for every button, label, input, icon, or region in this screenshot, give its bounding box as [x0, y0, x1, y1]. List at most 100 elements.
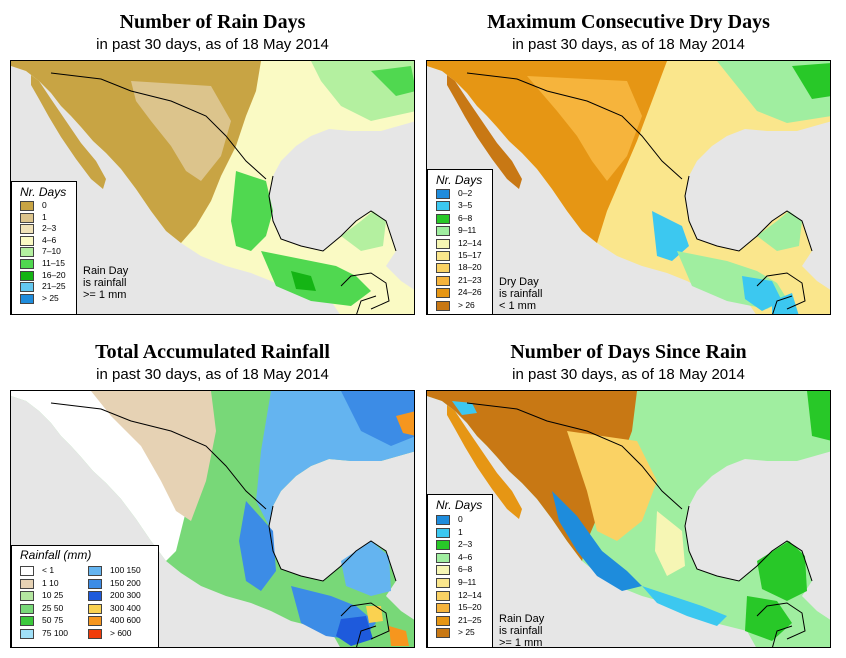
map-canvas — [427, 391, 830, 647]
legend-days-since-rain: Nr. Days 0 1 2–3 4–6 6–8 9–11 12–14 15–20 21–25 >… — [427, 494, 493, 647]
map-days-since-rain: Nr. Days 0 1 2–3 4–6 6–8 9–11 12–14 15–20 21–25 >… — [426, 390, 831, 648]
panel-title: Total Accumulated Rainfall — [95, 341, 330, 363]
legend-label: 12–14 — [458, 589, 482, 600]
legend-swatch — [20, 259, 34, 269]
legend-label: 16–20 — [42, 269, 66, 280]
legend-label: 0 — [458, 514, 463, 524]
legend-label: 150 200 — [110, 577, 141, 588]
legend-label: 6–8 — [458, 564, 473, 575]
legend-label: > 26 — [458, 299, 475, 310]
legend-total-rainfall: Rainfall (mm) < 1 1 10 10 25 25 50 50 75 75 1… — [11, 545, 159, 647]
country-borders — [50, 72, 390, 314]
legend-title: Nr. Days — [436, 498, 483, 512]
legend-label: 2–3 — [458, 539, 473, 550]
legend-swatch — [88, 603, 102, 614]
legend-swatch — [436, 628, 450, 639]
legend-label: 21–23 — [458, 274, 482, 285]
legend-swatch — [436, 213, 450, 224]
legend-label: 9–11 — [458, 577, 477, 587]
map-canvas — [11, 61, 414, 314]
legend-swatch — [436, 565, 450, 576]
legend-swatch — [436, 288, 450, 299]
note-rain-days: Rain Day is rainfall >= 1 mm — [83, 265, 128, 301]
legend-swatch — [88, 578, 102, 589]
legend-swatch — [436, 590, 450, 601]
legend-label: 75 100 — [42, 628, 68, 638]
land-mass — [427, 391, 830, 647]
note-line: >= 1 mm — [83, 289, 127, 301]
panel-subtitle: in past 30 days, as of 18 May 2014 — [96, 366, 329, 383]
map-max-dry-days: Nr. Days 0–2 3–5 6–8 9–11 12–14 15–17 18–20 21–… — [426, 60, 831, 315]
legend-label: 1 10 — [42, 577, 59, 588]
legend-swatch — [436, 275, 450, 286]
legend-label: 10 25 — [42, 590, 64, 601]
legend-max-dry-days: Nr. Days 0–2 3–5 6–8 9–11 12–14 15–17 18–20 21–… — [427, 169, 493, 314]
legend-label: 50 75 — [42, 615, 64, 626]
legend-swatch — [20, 603, 34, 614]
legend-swatch — [20, 293, 34, 304]
legend-swatch — [436, 238, 450, 249]
legend-label: 0 — [42, 200, 47, 210]
legend-label: 9–11 — [458, 225, 477, 236]
legend-label: 4–6 — [42, 234, 57, 245]
legend-swatch — [88, 629, 102, 639]
legend-label: 1 — [42, 211, 47, 222]
legend-label: 2–3 — [42, 223, 57, 234]
legend-swatch — [436, 578, 450, 588]
legend-swatch — [20, 212, 34, 223]
legend-label: 24–26 — [458, 287, 482, 298]
legend-label: 21–25 — [458, 614, 482, 625]
legend-swatch — [436, 263, 450, 274]
legend-label: < 1 — [42, 565, 55, 575]
land-mass — [11, 61, 414, 314]
panel-subtitle: in past 30 days, as of 18 May 2014 — [512, 36, 745, 53]
map-total-rainfall: Rainfall (mm) < 1 1 10 10 25 25 50 50 75 75 1… — [10, 390, 415, 648]
legend-label: 12–14 — [458, 237, 482, 248]
map-canvas — [11, 391, 414, 647]
legend-swatch — [20, 616, 34, 627]
note-line: < 1 mm — [499, 300, 536, 312]
legend-swatch — [436, 189, 450, 199]
legend-label: 200 300 — [110, 590, 141, 601]
legend-label: 6–8 — [458, 212, 473, 223]
panel-title: Number of Rain Days — [119, 11, 306, 33]
note-line: Dry Day — [499, 276, 539, 288]
legend-swatch — [20, 566, 34, 576]
legend-label: 0–2 — [458, 188, 473, 198]
legend-label: > 600 — [110, 628, 132, 638]
panel-days-since-rain: Number of Days Since Rain in past 30 day… — [426, 340, 831, 648]
legend-label: 11–15 — [42, 258, 66, 268]
coastline — [268, 505, 397, 582]
legend-swatch — [20, 591, 34, 602]
legend-title: Nr. Days — [436, 173, 483, 187]
legend-swatch — [436, 603, 450, 614]
panel-title: Number of Days Since Rain — [510, 341, 747, 363]
land-mass — [11, 391, 414, 647]
panel-max-dry-days: Maximum Consecutive Dry Days in past 30 … — [426, 10, 831, 315]
legend-swatch — [436, 527, 450, 538]
coastline — [268, 175, 397, 252]
legend-label: 3–5 — [458, 200, 473, 211]
note-line: Rain Day — [499, 613, 545, 625]
legend-label: 15–17 — [458, 250, 482, 260]
legend-swatch — [436, 251, 450, 261]
legend-swatch — [436, 615, 450, 626]
country-borders — [466, 402, 806, 647]
legend-label: 25 50 — [42, 602, 64, 613]
coastline — [684, 175, 813, 252]
note-max-dry-days: Dry Day is rainfall < 1 mm — [499, 276, 542, 312]
panel-subtitle: in past 30 days, as of 18 May 2014 — [512, 366, 745, 383]
legend-swatch — [88, 616, 102, 627]
legend-title: Nr. Days — [20, 185, 67, 199]
legend-label: 21–25 — [42, 281, 66, 292]
legend-swatch — [20, 224, 34, 235]
legend-swatch — [20, 201, 34, 211]
legend-label: 1 — [458, 526, 463, 537]
legend-swatch — [88, 591, 102, 602]
legend-swatch — [20, 578, 34, 589]
legend-label: 15–20 — [458, 602, 482, 613]
legend-swatch — [20, 270, 34, 281]
note-line: >= 1 mm — [499, 637, 543, 648]
map-rain-days: Nr. Days 0 1 2–3 4–6 7–10 11–15 16–20 21–25 > 25… — [10, 60, 415, 315]
panel-subtitle: in past 30 days, as of 18 May 2014 — [96, 36, 329, 53]
